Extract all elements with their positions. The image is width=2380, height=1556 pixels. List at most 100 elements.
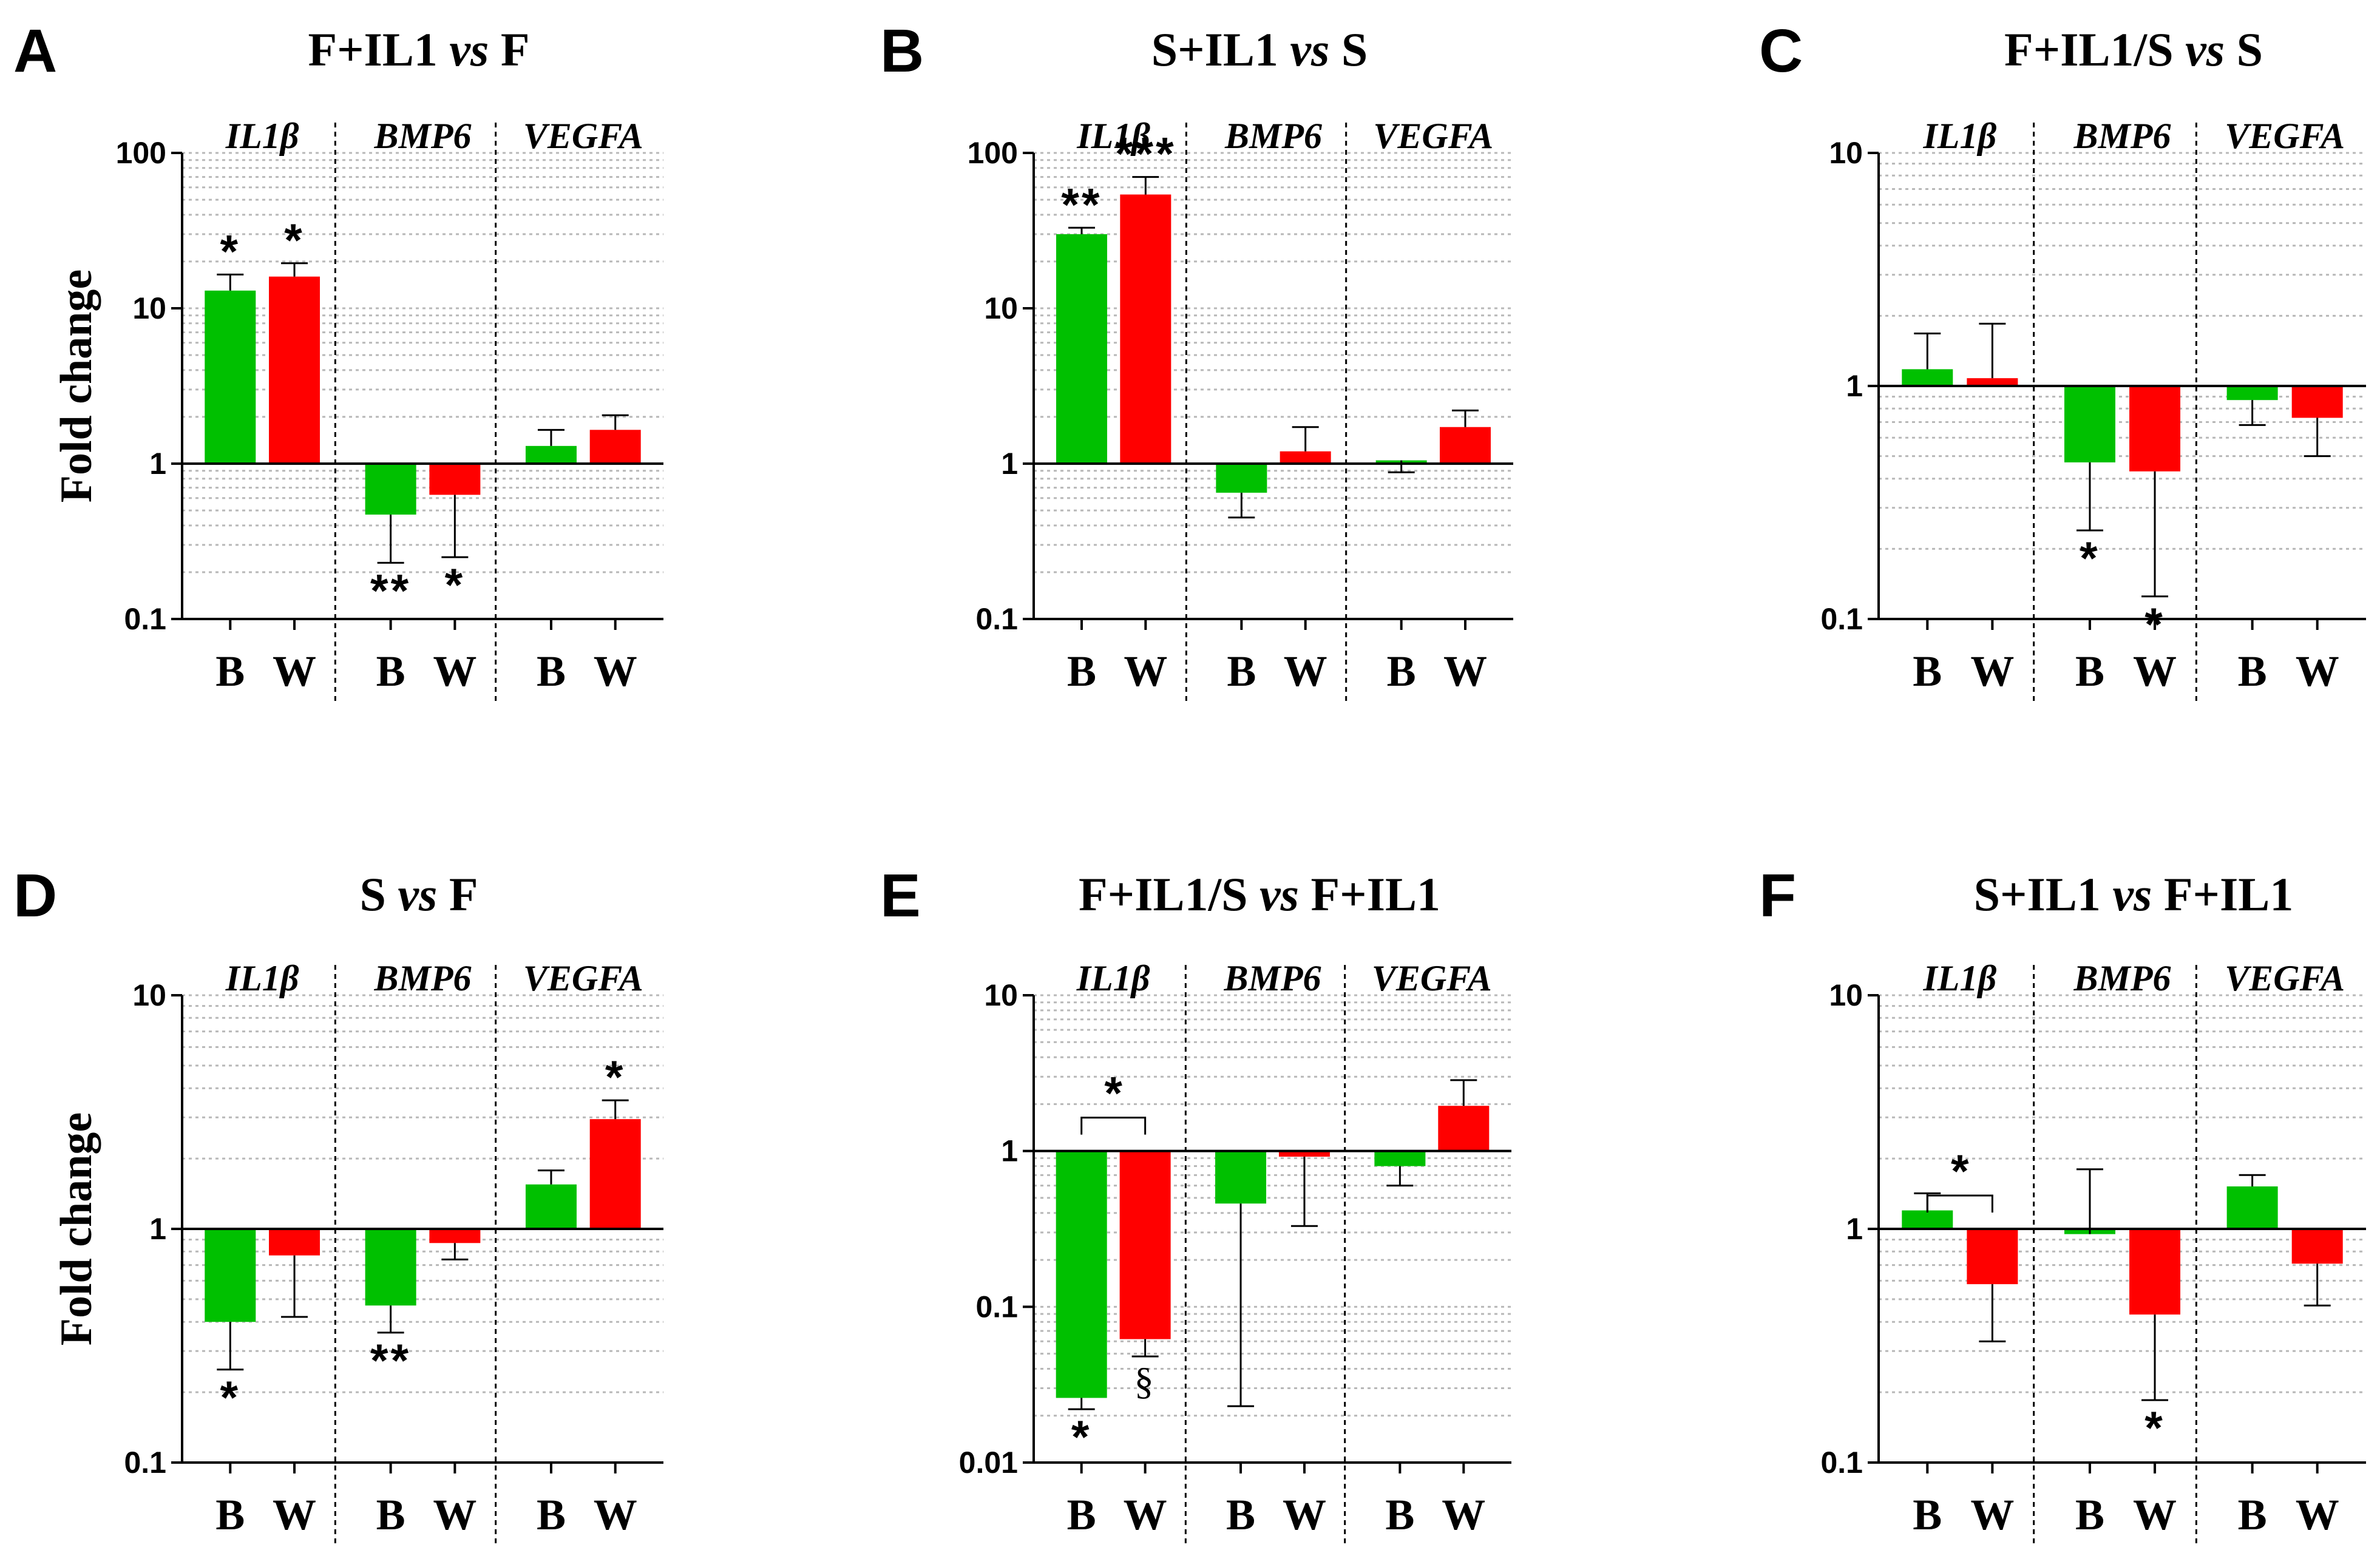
y-tick-label: 1 [1001, 1134, 1018, 1168]
bar [1374, 1151, 1426, 1166]
panel-title-title: F+IL1/S [1079, 868, 1248, 921]
panel-title-vs: vs [438, 23, 489, 76]
bar [1967, 378, 2018, 386]
y-tick-label: 0.1 [975, 602, 1018, 636]
bar [365, 1229, 416, 1306]
gene-label: IL1β [225, 116, 299, 156]
panel-letter: E [880, 862, 921, 930]
panel-letter: B [880, 17, 924, 85]
panel-title: F+IL1/S vs S [2004, 23, 2263, 76]
x-tick-label: B [2238, 1490, 2267, 1539]
bar [1440, 427, 1491, 464]
gene-label: BMP6 [373, 116, 471, 156]
gene-label: IL1β [1076, 958, 1150, 998]
x-tick-label: B [1067, 1490, 1096, 1539]
bracket-significance: * [1104, 1068, 1122, 1120]
panel-title: S vs F [359, 868, 478, 921]
x-tick-label: W [433, 1490, 476, 1539]
panel-title-vs: vs [1248, 868, 1299, 921]
y-tick-label: 1 [1846, 1212, 1863, 1246]
significance-label: * [220, 1372, 241, 1424]
panel-letter: C [1759, 17, 1803, 85]
bar [2064, 386, 2115, 462]
bar [525, 445, 577, 464]
bar [269, 1229, 320, 1256]
y-tick-label: 0.1 [975, 1290, 1018, 1324]
x-tick-label: W [273, 647, 316, 695]
y-tick-label: 0.1 [1820, 1446, 1863, 1480]
y-axis-label: Fold change [52, 269, 101, 502]
x-tick-label: W [1283, 1490, 1326, 1539]
y-tick-label: 0.1 [124, 1446, 166, 1480]
x-tick-label: W [1443, 647, 1487, 695]
bar [1056, 1151, 1107, 1398]
significance-label: § [1134, 1359, 1156, 1402]
gene-label: BMP6 [2073, 116, 2171, 156]
x-tick-label: B [1227, 647, 1256, 695]
y-tick-label: 10 [132, 978, 166, 1012]
bar [1280, 451, 1331, 464]
gene-label: VEGFA [523, 958, 643, 998]
comparison-bracket [1080, 1117, 1147, 1135]
panel-title-title_right: F+IL1 [2152, 868, 2293, 921]
x-tick-label: W [1970, 647, 2014, 695]
y-axis-label: Fold change [52, 1112, 101, 1345]
significance-label: * [605, 1052, 626, 1103]
y-tick-label: 0.1 [124, 602, 166, 636]
x-tick-label: B [376, 647, 405, 695]
panel-title-title_right: F+IL1 [1299, 868, 1440, 921]
bar [2129, 1229, 2181, 1315]
bar [1119, 1151, 1171, 1339]
x-tick-label: W [1442, 1490, 1485, 1539]
x-tick-label: W [2133, 1490, 2177, 1539]
x-tick-label: B [537, 1490, 566, 1539]
gene-label: IL1β [1922, 116, 1996, 156]
x-tick-label: B [537, 647, 566, 695]
bar [589, 430, 641, 464]
bar [1902, 1210, 1953, 1229]
gene-label: VEGFA [523, 116, 643, 156]
bar [2226, 386, 2278, 401]
bar [269, 276, 320, 464]
x-tick-label: W [594, 1490, 637, 1539]
bar [525, 1184, 577, 1229]
gene-label: VEGFA [1372, 958, 1492, 998]
y-tick-label: 10 [984, 291, 1018, 325]
panel-letter: D [13, 862, 57, 930]
panel-title-title: S+IL1 [1974, 868, 2101, 921]
x-tick-label: B [2238, 647, 2267, 695]
significance-label: *** [1115, 129, 1176, 180]
bar [589, 1119, 641, 1229]
x-tick-label: B [2075, 1490, 2104, 1539]
significance-label: * [220, 226, 241, 277]
y-tick-label: 10 [984, 978, 1018, 1012]
x-tick-label: W [594, 647, 637, 695]
significance-label: * [1071, 1412, 1092, 1463]
x-tick-label: W [433, 647, 476, 695]
panel-title: F+IL1/S vs F+IL1 [1079, 868, 1440, 921]
x-tick-label: W [1970, 1490, 2014, 1539]
panel-title-title: F+IL1 [308, 23, 437, 76]
y-tick-label: 1 [1001, 447, 1018, 481]
x-tick-label: B [2075, 647, 2104, 695]
bar [429, 464, 481, 495]
panel-title-vs: vs [386, 868, 437, 921]
y-tick-label: 10 [132, 291, 166, 325]
panel-title-vs: vs [2174, 23, 2225, 76]
gene-label: IL1β [1076, 116, 1150, 156]
panel-title-title: S+IL1 [1151, 23, 1278, 76]
x-tick-label: B [1385, 1490, 1414, 1539]
y-tick-label: 100 [968, 136, 1018, 170]
panel-title-title_right: S [2225, 23, 2263, 76]
gene-label: IL1β [225, 958, 299, 998]
y-tick-label: 0.1 [1820, 602, 1863, 636]
significance-label: * [445, 560, 466, 611]
gene-label: VEGFA [2225, 958, 2345, 998]
gene-label: BMP6 [1223, 958, 1321, 998]
comparison-bracket [1926, 1194, 1993, 1213]
x-tick-label: B [1226, 1490, 1255, 1539]
